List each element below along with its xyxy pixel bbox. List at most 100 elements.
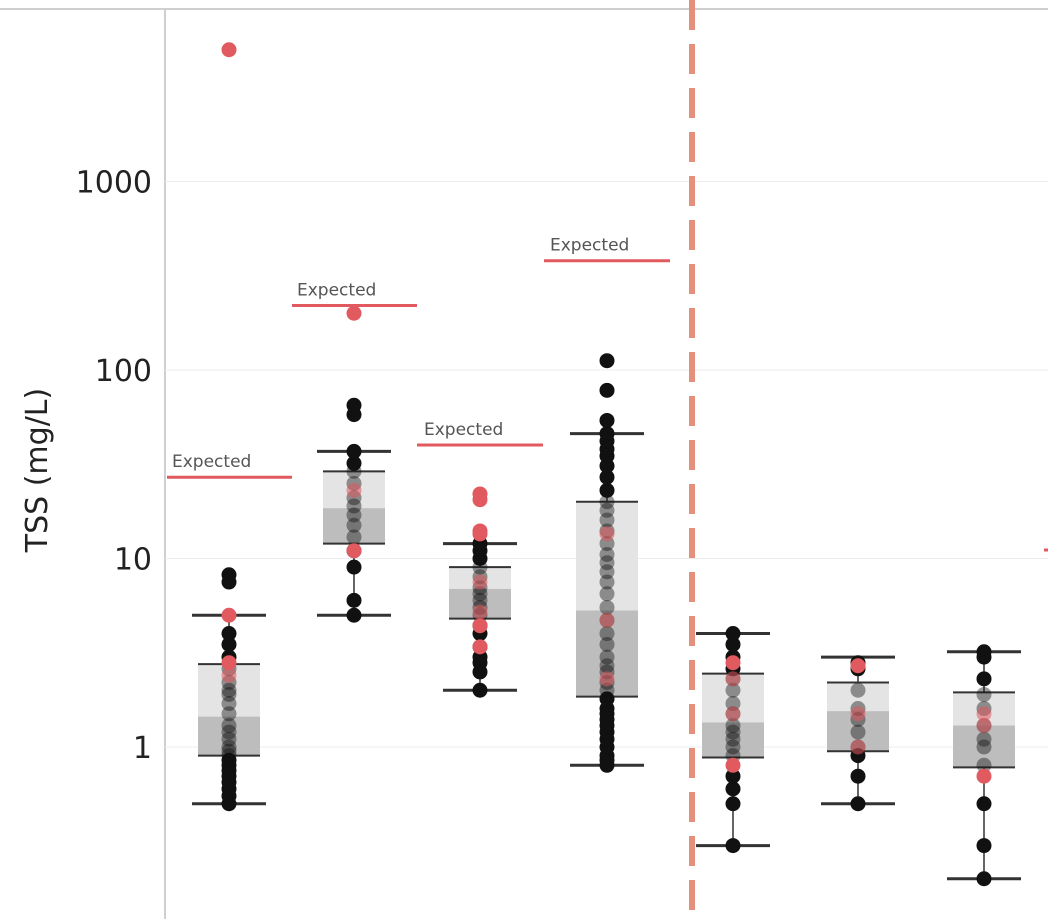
data-point-highlight — [472, 618, 488, 634]
data-point — [725, 636, 741, 652]
data-point-highlight — [221, 42, 237, 58]
data-point — [472, 592, 488, 608]
data-point — [976, 871, 992, 887]
data-point — [221, 752, 237, 768]
data-point-highlight — [472, 523, 488, 539]
data-point — [599, 586, 615, 602]
data-point — [976, 671, 992, 687]
data-point — [221, 718, 237, 734]
data-point — [725, 696, 741, 712]
data-point-highlight — [221, 667, 237, 683]
data-point — [221, 743, 237, 759]
box-group-7 — [947, 644, 1021, 887]
box-upper-half — [576, 501, 638, 611]
data-point — [346, 529, 362, 545]
data-point — [599, 555, 615, 571]
data-point — [725, 718, 741, 734]
y-tick-label-1: 1 — [133, 731, 152, 766]
data-point-highlight — [221, 607, 237, 623]
y-tick-labels: 1 10 100 1000 — [76, 166, 152, 767]
data-point — [725, 768, 741, 784]
data-point-highlight — [976, 706, 992, 722]
data-point — [221, 567, 237, 583]
data-point — [725, 724, 741, 740]
box-group-1: Expected — [167, 42, 292, 812]
data-point-highlight — [599, 526, 615, 542]
data-point — [221, 682, 237, 698]
expected-label: Expected — [550, 236, 629, 256]
data-point-highlight — [599, 671, 615, 687]
data-point — [221, 696, 237, 712]
data-point — [221, 724, 237, 740]
box-group-5 — [696, 626, 770, 854]
data-point — [221, 686, 237, 702]
data-point-highlight — [472, 574, 488, 590]
data-point — [976, 644, 992, 660]
data-point — [221, 706, 237, 722]
data-point-highlight — [472, 604, 488, 620]
box-lower-half — [323, 508, 385, 544]
data-point-highlight — [599, 612, 615, 628]
data-point — [599, 564, 615, 580]
data-point — [599, 494, 615, 510]
data-point — [472, 682, 488, 698]
data-point — [599, 691, 615, 707]
data-point — [725, 781, 741, 797]
data-point — [599, 502, 615, 518]
data-point — [346, 559, 362, 575]
data-point — [599, 658, 615, 674]
data-point — [346, 397, 362, 413]
data-point-highlight — [472, 639, 488, 655]
data-point — [346, 517, 362, 533]
box-group-3: Expected — [417, 420, 543, 698]
data-point — [472, 649, 488, 665]
data-point-highlight — [725, 706, 741, 722]
data-point — [221, 636, 237, 652]
data-point — [976, 757, 992, 773]
data-point — [599, 382, 615, 398]
data-point — [850, 682, 866, 698]
data-point — [221, 626, 237, 642]
data-point-highlight — [725, 671, 741, 687]
data-point — [599, 626, 615, 642]
data-point — [976, 838, 992, 854]
data-point — [599, 682, 615, 698]
data-point — [725, 731, 741, 747]
data-point-highlight — [221, 655, 237, 671]
data-point — [599, 512, 615, 528]
box-lower-half — [198, 716, 260, 756]
data-point — [850, 796, 866, 812]
data-point — [346, 455, 362, 471]
data-point-highlight — [346, 543, 362, 559]
data-point-highlight — [346, 482, 362, 498]
data-point — [221, 731, 237, 747]
y-tick-label-10: 10 — [114, 543, 152, 578]
box-group-2: Expected — [292, 280, 417, 623]
data-point — [599, 412, 615, 428]
data-point — [599, 426, 615, 442]
data-point — [221, 739, 237, 755]
data-point-highlight — [725, 757, 741, 773]
data-point-highlight — [725, 655, 741, 671]
box-lower-half — [702, 722, 764, 758]
data-point — [725, 838, 741, 854]
box-group-4: Expected — [544, 236, 670, 773]
data-point — [599, 636, 615, 652]
data-point — [472, 586, 488, 602]
data-point-highlight — [850, 658, 866, 674]
y-tick-label-1000: 1000 — [76, 166, 152, 201]
data-point — [725, 796, 741, 812]
data-point — [599, 547, 615, 563]
data-point — [599, 353, 615, 369]
expected-label: Expected — [424, 420, 503, 440]
data-point-highlight — [850, 706, 866, 722]
data-point-highlight — [472, 486, 488, 502]
data-point-highlight — [976, 718, 992, 734]
data-point — [850, 724, 866, 740]
data-point — [850, 768, 866, 784]
data-point — [976, 739, 992, 755]
data-point — [976, 686, 992, 702]
box-group-6 — [821, 655, 895, 812]
data-point — [346, 607, 362, 623]
